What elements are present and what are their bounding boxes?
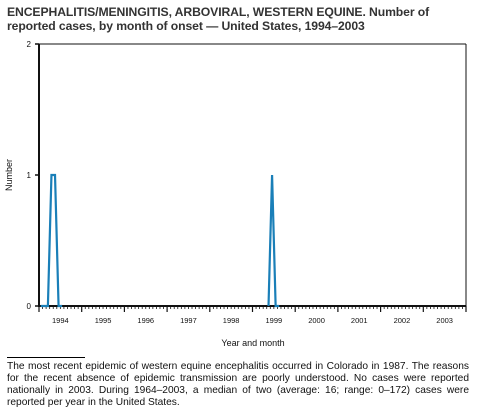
x-tick-label: 1994 [52,316,69,325]
x-tick-label: 2003 [436,316,453,325]
series-marks [40,173,280,308]
x-tick-label: 1997 [180,316,197,325]
axes: 0 1 2 1994 1995 1996 1997 1998 1999 2000 2001 2002 2… [27,40,467,325]
x-tick-label: 1996 [137,316,154,325]
x-axis-label: Year and month [221,338,284,348]
y-tick-label: 0 [27,302,32,311]
footnote: The most recent epidemic of western equi… [7,361,469,408]
x-tick-label: 2000 [308,316,325,325]
x-tick-label: 1999 [266,316,283,325]
x-tick-label: 1995 [95,316,112,325]
series-line [267,174,280,308]
y-tick-label: 2 [27,40,32,49]
y-tick-label: 1 [27,171,32,180]
x-tick-label: 2001 [351,316,368,325]
chart-title: ENCEPHALITIS/MENINGITIS, ARBOVIRAL, WEST… [7,5,430,33]
series-line [40,173,63,308]
x-tick-label: 2002 [394,316,411,325]
footnote-divider [7,357,85,358]
x-tick-label: 1998 [223,316,240,325]
y-axis-label: Number [4,159,14,191]
line-chart: 0 1 2 1994 1995 1996 1997 1998 1999 2000 2001 2002 2… [4,40,467,348]
